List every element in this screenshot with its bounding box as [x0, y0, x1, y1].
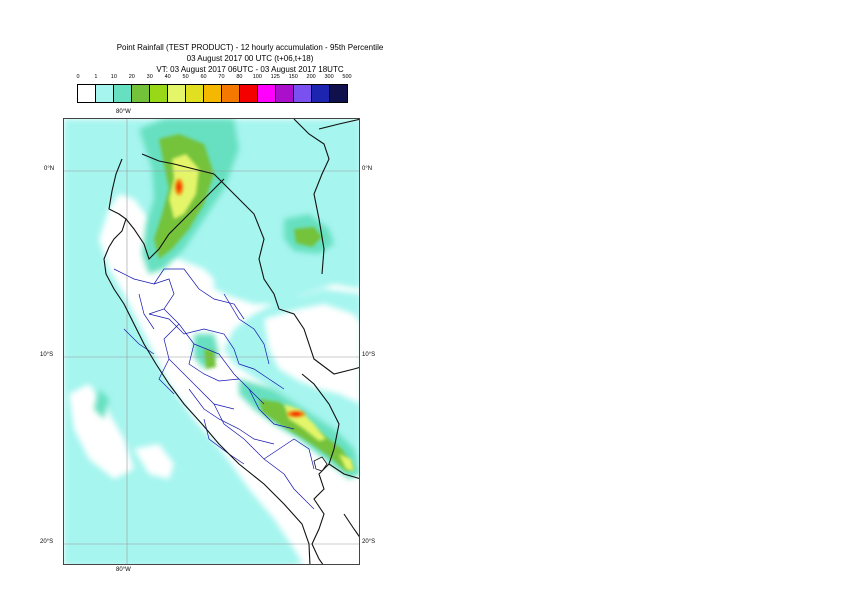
legend-swatch	[294, 85, 312, 102]
lat-label-0-left: 0°N	[44, 166, 55, 172]
dry-patches	[69, 304, 359, 564]
legend-swatch	[330, 85, 347, 102]
legend-tick-label: 200	[306, 74, 316, 80]
national-borders	[103, 119, 359, 564]
legend-swatch	[96, 85, 114, 102]
lake-titicaca	[313, 456, 328, 472]
legend-swatch	[78, 85, 96, 102]
legend-tick-label: 70	[218, 74, 225, 80]
legend-tick-label: 1	[94, 74, 98, 80]
legend-color-bar	[77, 84, 348, 103]
map-panel	[63, 118, 360, 565]
legend-swatch	[186, 85, 204, 102]
legend-swatch	[258, 85, 276, 102]
graticule	[64, 119, 359, 564]
legend-tick-label: 500	[342, 74, 352, 80]
title-valid-time: VT: 03 August 2017 06UTC - 03 August 201…	[156, 65, 344, 74]
rainfall-map	[64, 119, 359, 564]
lat-label-10-left: 10°S	[40, 352, 54, 358]
map-title: Point Rainfall (TEST PRODUCT) - 12 hourl…	[40, 42, 460, 75]
legend-tick-label: 300	[324, 74, 334, 80]
lon-label-top: 80°W	[116, 109, 131, 115]
rain-cores	[175, 179, 305, 417]
admin-boundaries	[113, 268, 315, 510]
legend-swatch	[312, 85, 330, 102]
legend-tick-label: 50	[182, 74, 189, 80]
legend-swatch	[132, 85, 150, 102]
legend-swatch	[204, 85, 222, 102]
legend-tick-label: 10	[110, 74, 117, 80]
legend-swatch	[240, 85, 258, 102]
lat-label-20-right: 20°S	[362, 539, 376, 545]
legend-swatch	[222, 85, 240, 102]
lat-label-20-left: 20°S	[40, 539, 54, 545]
title-run-time: 03 August 2017 00 UTC (t+06,t+18)	[186, 54, 314, 63]
legend-tick-label: 150	[288, 74, 298, 80]
title-product: Point Rainfall (TEST PRODUCT) - 12 hourl…	[116, 43, 384, 52]
legend-tick-label: 40	[164, 74, 171, 80]
legend-swatch	[168, 85, 186, 102]
legend-tick-label: 30	[146, 74, 153, 80]
rainfall-legend: 0 1 10 20 30 40 50 60 70 80 100 125 150 200 300 500	[76, 74, 352, 103]
legend-tick-label: 60	[200, 74, 207, 80]
legend-swatch	[276, 85, 294, 102]
legend-labels: 0 1 10 20 30 40 50 60 70 80 100 125 150 200 300 500	[76, 74, 351, 84]
legend-tick-label: 20	[128, 74, 135, 80]
legend-tick-label: 100	[252, 74, 262, 80]
lat-label-0-right: 0°N	[362, 166, 373, 172]
legend-tick-label: 0	[76, 74, 80, 80]
lat-label-10-right: 10°S	[362, 352, 376, 358]
legend-tick-label: 80	[236, 74, 243, 80]
lon-label-bottom: 80°W	[116, 567, 131, 573]
legend-swatch	[150, 85, 168, 102]
legend-swatch	[114, 85, 132, 102]
legend-tick-label: 125	[270, 74, 280, 80]
